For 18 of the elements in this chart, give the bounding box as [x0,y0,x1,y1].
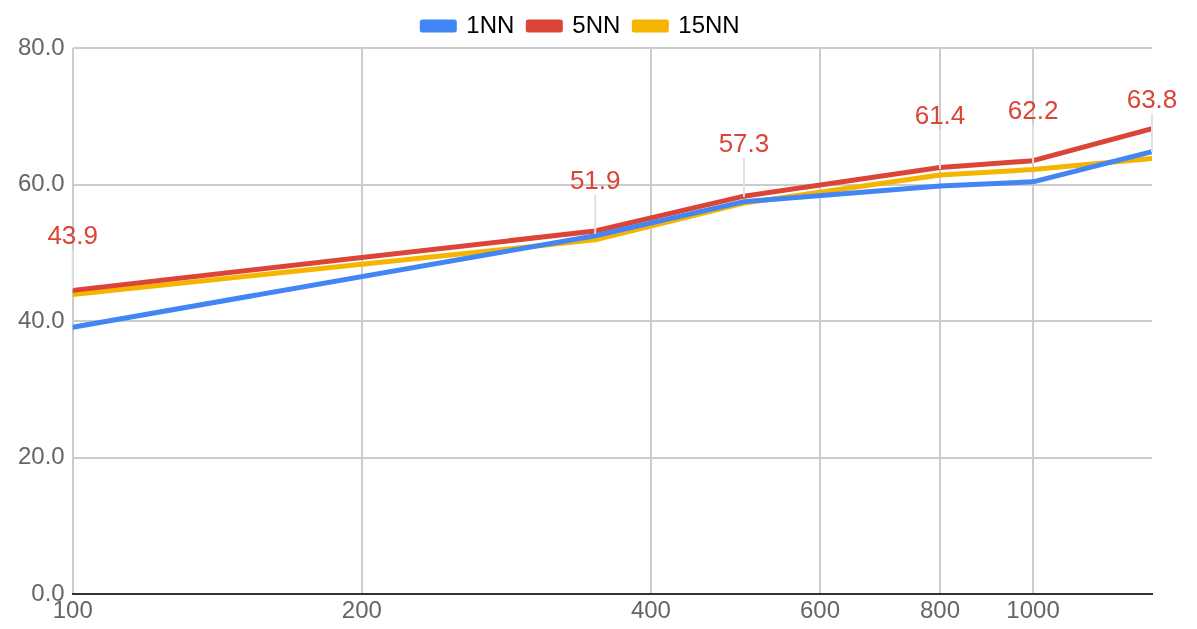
legend-label: 15NN [678,10,740,38]
legend-label: 5NN [572,10,621,38]
x-tick-label: 600 [799,596,841,624]
data-label: 62.2 [1007,94,1059,125]
x-tick-label: 400 [630,596,671,624]
x-tick-label: 200 [341,596,382,624]
data-label: 61.4 [914,100,966,131]
data-label: 43.9 [47,219,99,250]
y-tick-label: 20.0 [17,442,65,470]
y-tick-label: 60.0 [17,169,65,197]
x-tick-label: 800 [919,596,961,624]
y-tick-label: 80.0 [17,32,65,60]
data-label: 63.8 [1126,83,1178,114]
y-tick-label: 40.0 [17,305,65,333]
legend-label: 1NN [466,10,515,38]
data-label: 51.9 [569,165,621,196]
x-tick-label: 1000 [1006,596,1060,624]
data-label: 57.3 [718,128,770,159]
